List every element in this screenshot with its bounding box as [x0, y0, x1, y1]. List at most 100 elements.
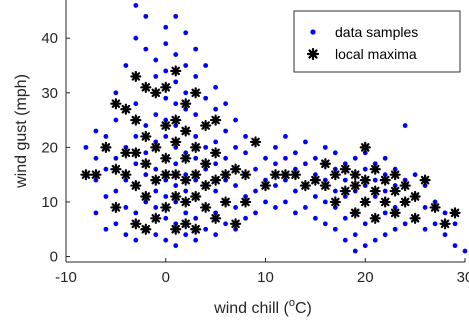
local-maximum-point [140, 130, 152, 143]
local-maximum-point [80, 169, 92, 181]
data-sample-point [203, 63, 209, 68]
local-maximum-point [359, 174, 371, 186]
data-sample-point [253, 188, 258, 194]
data-sample-point [193, 46, 199, 52]
data-sample-point [253, 210, 258, 216]
data-sample-point [253, 166, 258, 172]
data-sample-point [213, 161, 219, 167]
data-sample-point [103, 194, 109, 199]
points-layer [80, 3, 468, 254]
data-sample-point [263, 199, 268, 205]
data-sample-point [322, 144, 328, 150]
y-tick-label: 0 [50, 249, 58, 266]
local-maximum-point [140, 190, 152, 203]
legend-marker-local-maxima [306, 47, 320, 61]
data-sample-point [183, 188, 189, 194]
data-sample-point [203, 226, 209, 232]
data-sample-point [273, 144, 278, 150]
local-maximum-point [349, 207, 361, 219]
data-sample-point [203, 95, 209, 101]
local-maximum-point [210, 147, 222, 159]
local-maximum-point [180, 125, 192, 137]
data-sample-point [322, 199, 328, 205]
data-sample-point [143, 46, 149, 52]
data-sample-point [213, 139, 219, 145]
y-tick-label: 30 [41, 85, 58, 102]
local-maximum-point [170, 114, 182, 126]
x-tick-label: 30 [457, 269, 469, 286]
data-sample-point [273, 205, 278, 210]
local-maximum-point [120, 103, 132, 115]
local-maximum-point [160, 81, 172, 93]
data-sample-point [342, 237, 348, 243]
data-sample-point [153, 205, 159, 210]
local-maximum-point [110, 163, 122, 175]
data-sample-point [213, 188, 219, 194]
x-axis-label-superscript: o [289, 297, 295, 309]
local-maximum-point [200, 201, 212, 214]
local-maximum-point [419, 174, 431, 186]
data-sample-point [123, 205, 129, 210]
data-sample-point [193, 155, 199, 161]
axes-layer: -10 0 10 20 30 0 10 20 30 40 [41, 0, 469, 286]
data-sample-point [93, 128, 99, 134]
data-sample-point [223, 221, 229, 227]
local-maximum-point [190, 141, 202, 153]
data-sample-point [332, 226, 338, 232]
data-sample-point [233, 205, 238, 210]
data-sample-point [193, 237, 199, 243]
data-sample-point [183, 210, 189, 216]
data-sample-point [462, 248, 468, 254]
data-sample-point [173, 52, 179, 57]
local-maximum-point [249, 136, 262, 148]
data-sample-point [173, 101, 179, 107]
local-maximum-point [289, 169, 302, 181]
local-maximum-point [160, 169, 172, 181]
data-sample-point [123, 63, 129, 68]
data-sample-point [163, 194, 169, 199]
data-sample-point [193, 112, 199, 118]
data-sample-point [223, 101, 229, 107]
data-sample-point [153, 232, 159, 238]
data-sample-point [283, 199, 288, 205]
legend-label-local-maxima: local maxima [335, 46, 417, 62]
data-sample-point [332, 150, 338, 156]
data-sample-point [303, 161, 308, 167]
local-maximum-point [130, 70, 142, 83]
local-maximum-point [369, 163, 381, 175]
data-sample-point [332, 188, 338, 194]
data-sample-point [422, 226, 428, 232]
local-maximum-point [150, 141, 162, 153]
data-sample-point [223, 155, 229, 161]
data-sample-point [352, 248, 358, 254]
local-maximum-point [409, 212, 421, 224]
local-maximum-point [369, 212, 381, 224]
local-maximum-point [160, 119, 172, 132]
data-sample-point [183, 90, 189, 96]
local-maximum-point [329, 196, 341, 208]
data-sample-point [173, 161, 179, 167]
local-maximum-point [329, 169, 341, 181]
local-maximum-point [210, 174, 222, 186]
data-sample-point [103, 166, 109, 172]
legend-star-shape [306, 47, 320, 61]
data-sample-point [352, 232, 358, 238]
data-sample-point [133, 35, 139, 41]
data-sample-point [143, 172, 149, 178]
local-maximum-point [190, 169, 202, 181]
data-sample-point [163, 215, 169, 221]
data-sample-point [163, 134, 169, 139]
y-axis-label: wind gust (mph) [13, 74, 30, 189]
local-maximum-point [110, 98, 122, 110]
data-sample-point [113, 155, 119, 161]
data-sample-point [382, 188, 388, 194]
data-sample-point [372, 177, 378, 183]
data-sample-point [93, 210, 99, 216]
data-sample-point [163, 24, 169, 30]
data-sample-point [312, 215, 318, 221]
data-sample-point [133, 161, 139, 167]
local-maximum-point [170, 136, 182, 148]
local-maximum-point [339, 163, 351, 175]
legend-box [293, 10, 461, 73]
data-sample-point [362, 166, 368, 172]
